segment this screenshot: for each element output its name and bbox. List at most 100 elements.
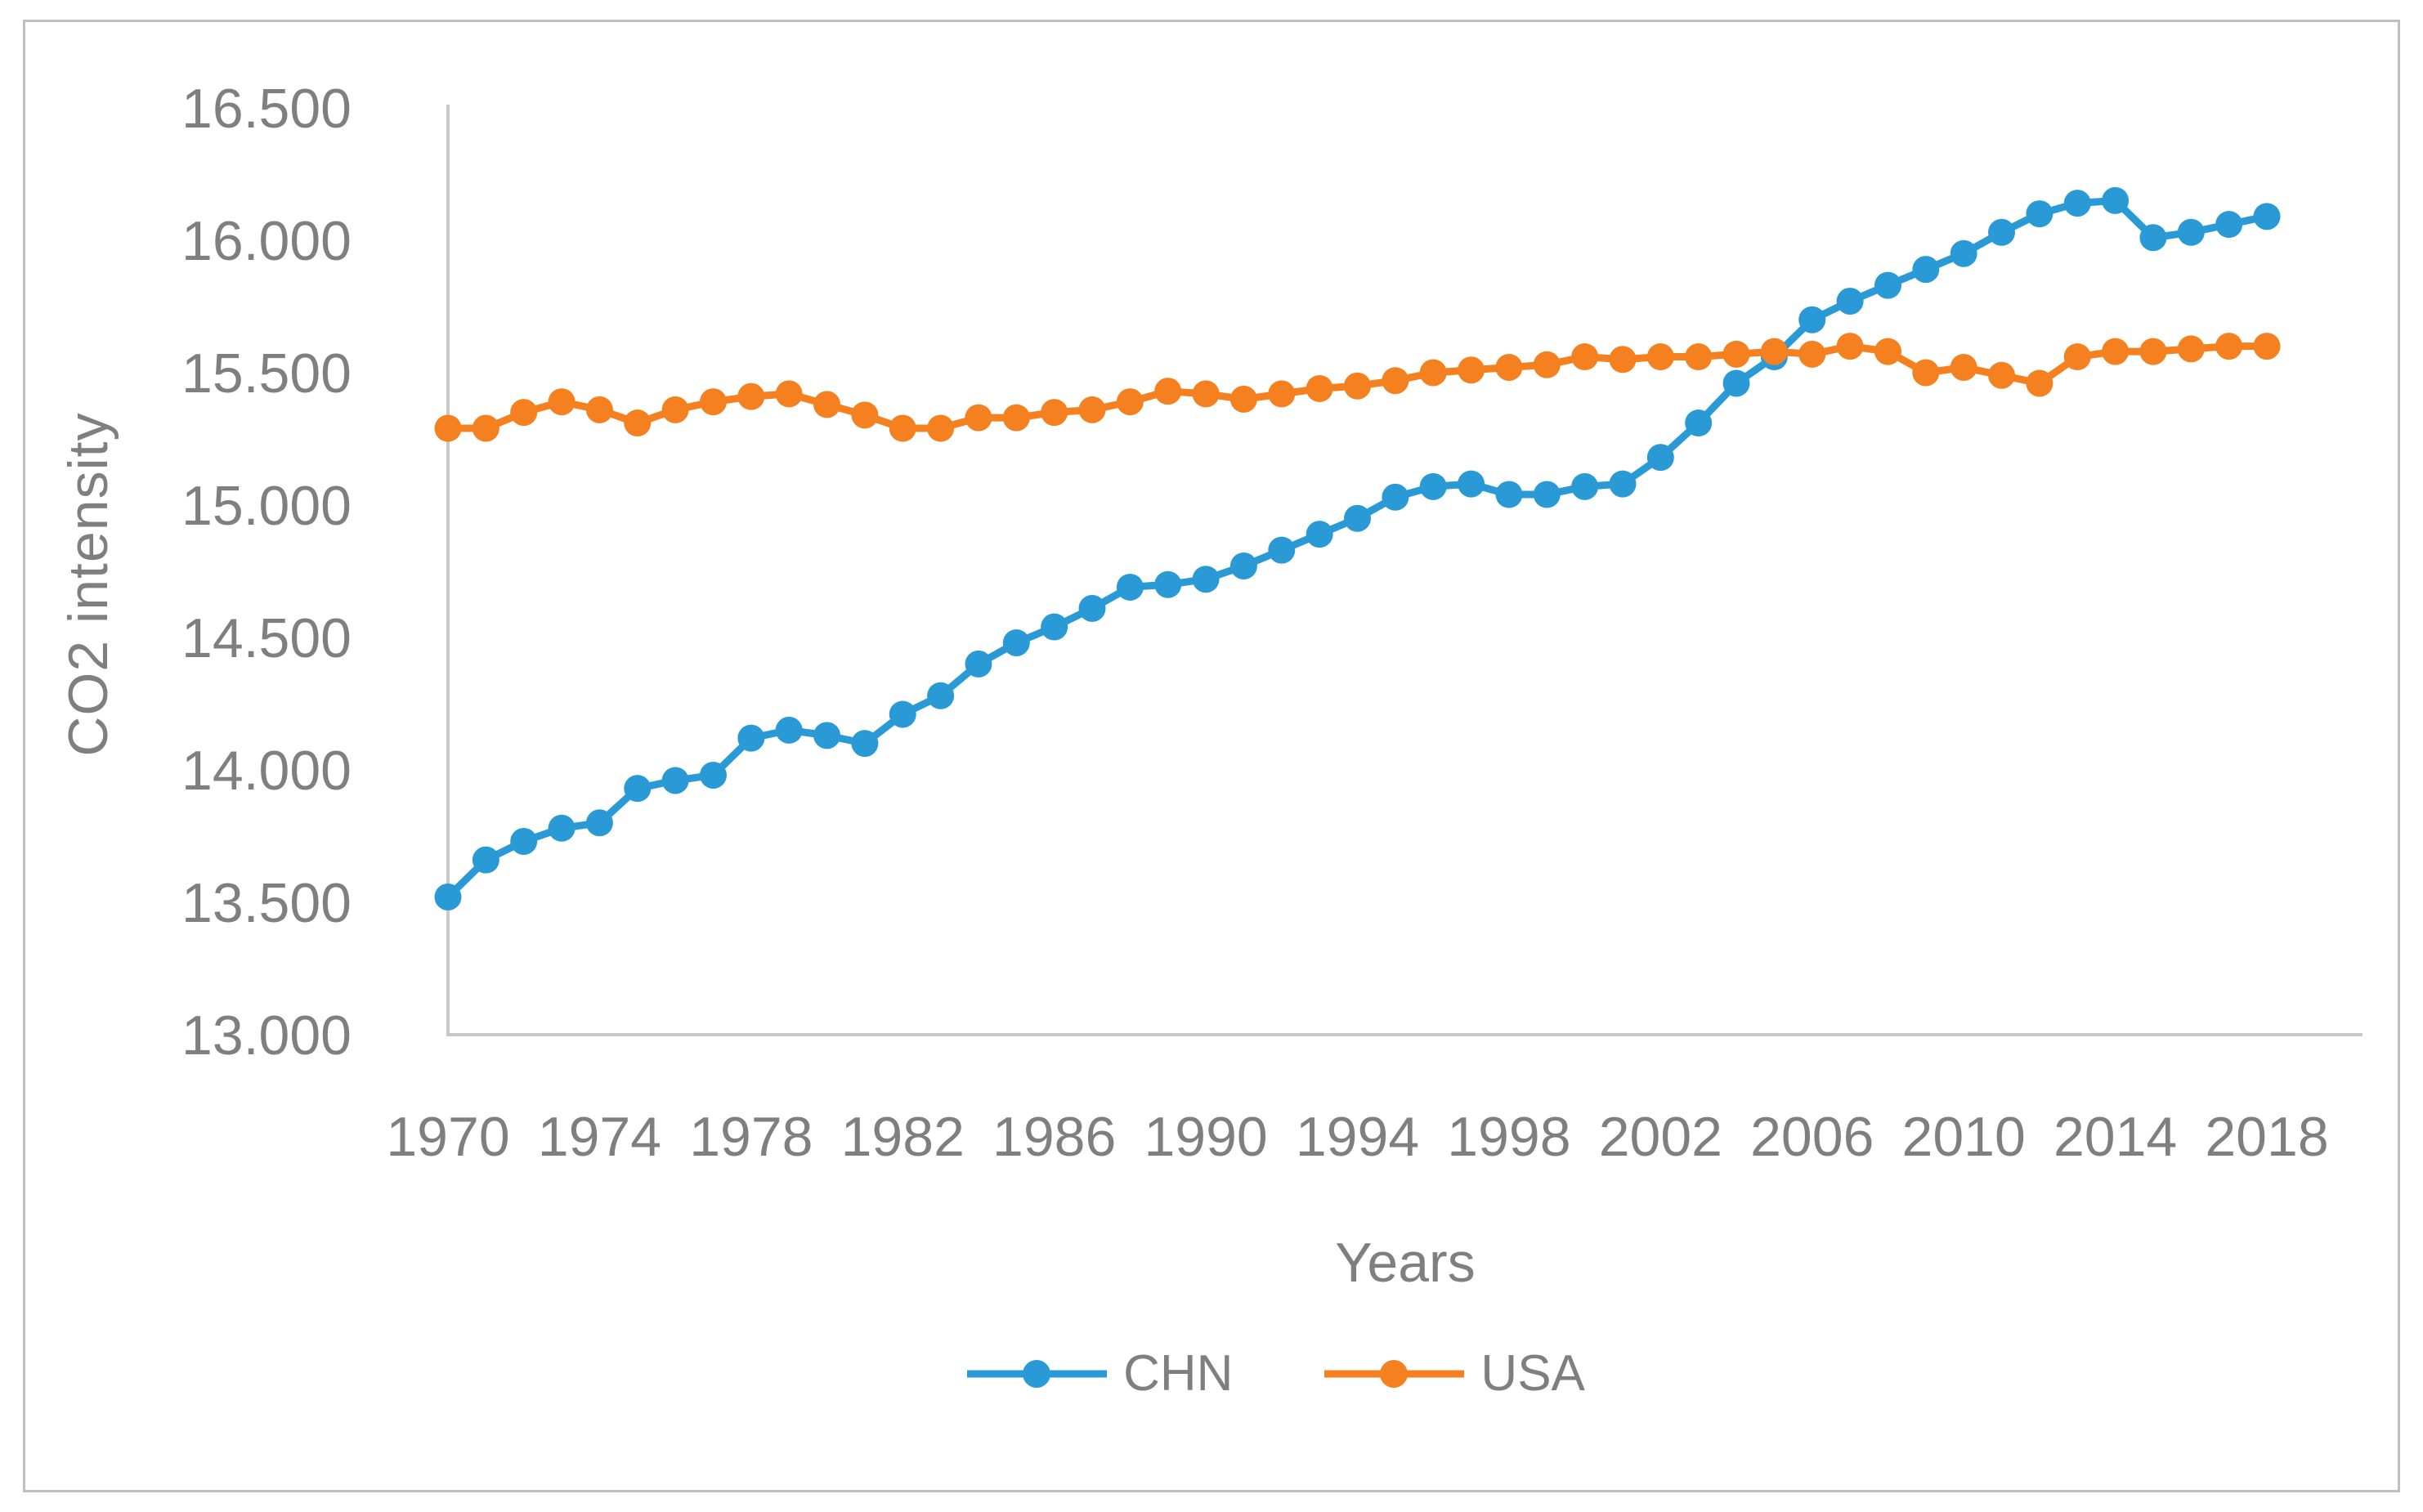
series-chn-point (965, 650, 992, 678)
series-usa-point (548, 388, 576, 416)
series-chn-point (1344, 504, 1371, 532)
series-chn-point (737, 724, 765, 752)
x-tick-label: 2006 (1750, 1106, 1874, 1168)
series-chn-point (1078, 594, 1106, 622)
series-usa-point (1002, 404, 1030, 432)
series-chn-point (699, 761, 727, 789)
legend-label-chn: CHN (1123, 1345, 1234, 1402)
series-usa-point (1988, 361, 2016, 389)
series-chn-line (444, 196, 2271, 901)
series-chn-point (548, 814, 576, 842)
y-tick-label: 14.500 (181, 607, 352, 669)
series-usa-point (1533, 351, 1561, 378)
series-chn-point (1988, 218, 2016, 246)
series-chn-point (1798, 306, 1826, 333)
series-chn-point (1912, 256, 1940, 284)
series-chn-point (510, 827, 538, 855)
series-chn (434, 186, 2281, 911)
legend: CHN USA (128, 1344, 2423, 1402)
series-chn-point (1950, 239, 1977, 267)
legend-item-chn: CHN (965, 1344, 1233, 1402)
series-usa-point (1268, 380, 1296, 408)
series-usa-point (775, 380, 803, 408)
series-usa-point (2063, 343, 2091, 371)
series-usa-point (2215, 333, 2243, 360)
chn-legend-dot (1023, 1359, 1051, 1388)
x-tick-label: 1978 (689, 1106, 813, 1168)
series-usa-point (851, 401, 879, 429)
series-chn-point (1419, 472, 1447, 500)
series-chn-point (1874, 271, 1901, 299)
y-tick-label: 15.000 (181, 475, 352, 537)
series-usa-point (1646, 343, 1674, 371)
chn-line-marker-icon (967, 1359, 1108, 1388)
series-usa-point (1419, 359, 1447, 387)
y-tick-label: 16.000 (181, 210, 352, 272)
series-usa-point (661, 396, 689, 423)
series-usa-point (472, 414, 499, 442)
series-chn-point (813, 722, 841, 749)
x-tick-label: 2014 (2054, 1106, 2177, 1168)
x-tick-label: 2018 (2205, 1106, 2328, 1168)
series-chn-point (1722, 369, 1750, 397)
series-usa-point (1798, 340, 1826, 368)
series-chn-point (661, 767, 689, 794)
series-chn-point (1495, 481, 1523, 508)
y-tick-label: 14.000 (181, 740, 352, 802)
series-chn-point (472, 846, 499, 874)
series-usa-point (1458, 356, 1485, 384)
series-usa-point (2102, 338, 2130, 365)
x-axis-title: Years (1335, 1232, 1476, 1294)
x-tick-label: 1990 (1144, 1106, 1267, 1168)
axes (446, 105, 2363, 1036)
series-chn-point (1268, 536, 1296, 564)
series-chn-point (2139, 224, 2167, 252)
series-usa (434, 333, 2281, 442)
x-tick-label: 1974 (538, 1106, 661, 1168)
series-usa-point (1836, 333, 1864, 360)
series-chn-point (1685, 409, 1713, 437)
series-chn-point (1382, 483, 1409, 511)
series-chn-point (889, 700, 916, 728)
y-tick-label: 13.000 (181, 1004, 352, 1067)
y-tick-label: 16.500 (181, 78, 352, 140)
x-tick-label: 1986 (992, 1106, 1116, 1168)
series-chn-point (1571, 472, 1599, 500)
series-usa-point (2253, 333, 2281, 360)
usa-legend-dot (1380, 1359, 1409, 1388)
x-tick-label: 1998 (1447, 1106, 1570, 1168)
legend-item-usa: USA (1323, 1344, 1585, 1402)
series-chn-point (775, 716, 803, 744)
series-chn-point (434, 883, 462, 911)
series-chn-point (1041, 613, 1068, 641)
series-usa-point (1874, 338, 1901, 365)
series-usa-point (737, 382, 765, 410)
series-chn-point (1116, 573, 1144, 601)
x-tick-label: 1970 (386, 1106, 509, 1168)
series-usa-point (1192, 380, 1220, 408)
series-chn-point (2026, 200, 2054, 228)
series-usa-point (699, 388, 727, 416)
y-tick-label: 13.500 (181, 872, 352, 934)
series-usa-point (889, 414, 916, 442)
series-chn-point (624, 775, 652, 803)
series-usa-point (1760, 338, 1788, 365)
series-chn-point (1458, 470, 1485, 498)
series-chn-point (2215, 211, 2243, 239)
series-usa-point (813, 391, 841, 418)
series-usa-point (1571, 343, 1599, 371)
series-chn-point (851, 730, 879, 758)
series-usa-point (1950, 354, 1977, 382)
series-chn-point (1609, 470, 1637, 498)
series-chn-point (2102, 186, 2130, 214)
series-usa-point (2139, 338, 2167, 365)
series-chn-point (1192, 566, 1220, 593)
series-chn-point (1646, 444, 1674, 472)
series-usa-point (585, 396, 613, 423)
series-usa-point (510, 399, 538, 427)
series-chn-point (1229, 552, 1257, 580)
series-chn-point (1154, 570, 1182, 598)
series-chn-point (2177, 218, 2205, 246)
